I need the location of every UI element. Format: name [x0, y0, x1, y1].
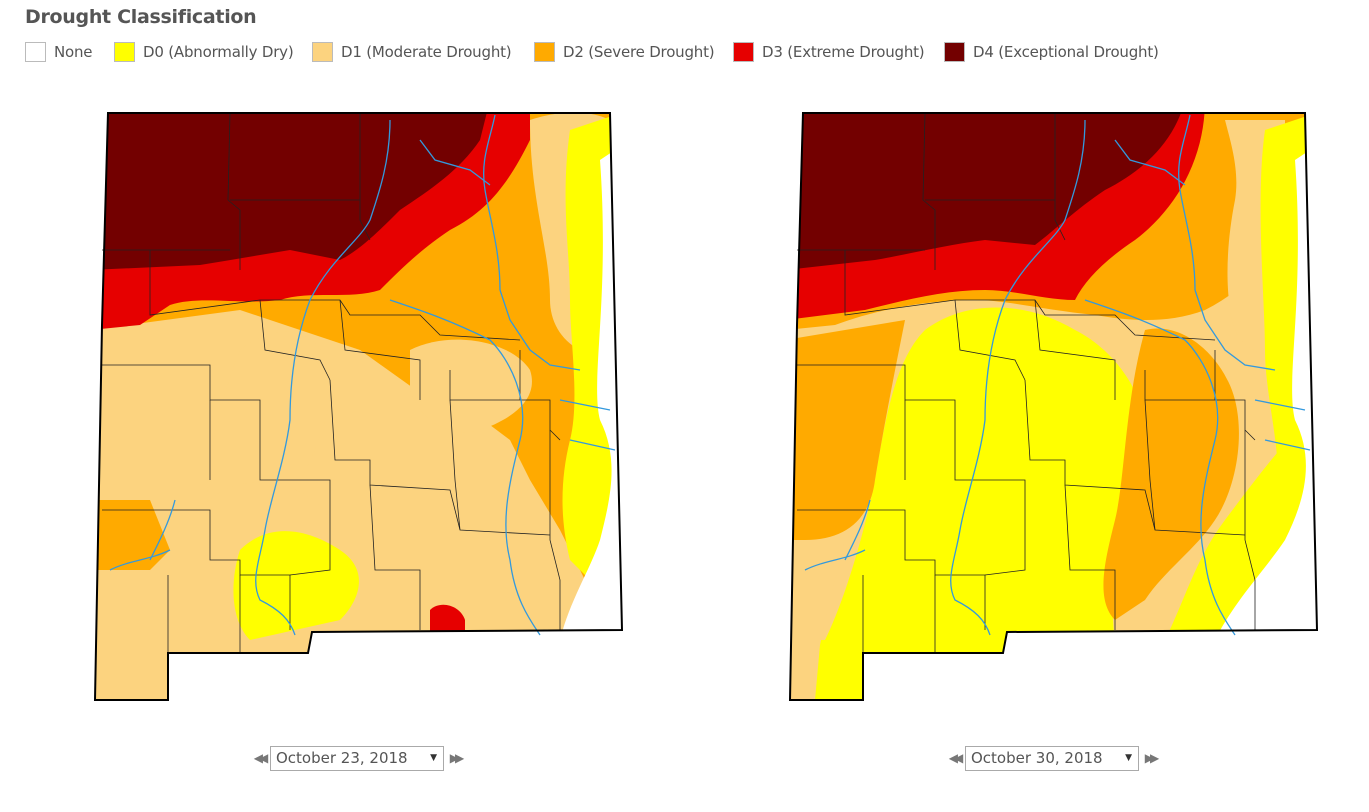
d2-zone-west — [790, 320, 905, 540]
legend-item-d3: D3 (Extreme Drought) — [733, 40, 925, 64]
legend-swatch-d0 — [114, 42, 135, 62]
legend-item-d2: D2 (Severe Drought) — [534, 40, 715, 64]
d2-zone-west — [95, 500, 170, 570]
none-zone-east — [1215, 140, 1317, 640]
d2-zone-east — [1103, 328, 1239, 620]
legend-label-d1: D1 (Moderate Drought) — [341, 43, 512, 61]
caret-down-icon: ▼ — [1125, 753, 1132, 763]
date-select-right-value: October 30, 2018 — [971, 749, 1103, 767]
legend-swatch-d2 — [534, 42, 555, 62]
legend-label-d0: D0 (Abnormally Dry) — [143, 43, 294, 61]
legend-swatch-d4 — [944, 42, 965, 62]
legend-label-d3: D3 (Extreme Drought) — [762, 43, 925, 61]
legend-swatch-d1 — [312, 42, 333, 62]
legend-swatch-none — [25, 42, 46, 62]
d0-zone-south — [233, 531, 359, 640]
legend-item-d4: D4 (Exceptional Drought) — [944, 40, 1159, 64]
legend-label-d4: D4 (Exceptional Drought) — [973, 43, 1159, 61]
caret-down-icon: ▼ — [430, 753, 437, 763]
date-select-right[interactable]: October 30, 2018 ▼ — [965, 745, 1139, 771]
legend-title: Drought Classification — [25, 6, 257, 28]
d1-zone-central — [207, 331, 332, 535]
date-select-left[interactable]: October 23, 2018 ▼ — [270, 745, 444, 771]
state-outline — [788, 112, 1319, 701]
drought-map-oct-30 — [785, 100, 1325, 710]
legend-item-d0: D0 (Abnormally Dry) — [114, 40, 294, 64]
d4-zone — [95, 113, 490, 270]
date-select-left-value: October 23, 2018 — [276, 749, 408, 767]
rivers — [109, 114, 616, 636]
d1-zone-east — [410, 339, 532, 433]
state-outline — [93, 112, 624, 701]
legend-item-d1: D1 (Moderate Drought) — [312, 40, 512, 64]
rivers — [804, 114, 1311, 636]
double-chevron-right-icon[interactable]: ▶▶ — [1144, 751, 1159, 765]
double-chevron-left-icon[interactable]: ◀◀ — [253, 751, 268, 765]
legend-label-d2: D2 (Severe Drought) — [563, 43, 715, 61]
date-control-left: ◀◀ October 23, 2018 ▼ ▶▶ — [250, 744, 464, 772]
nm-drought-map-left — [93, 112, 624, 701]
county-lines — [797, 112, 1256, 653]
none-zone-east — [560, 140, 622, 640]
d1-zone-sw — [790, 540, 845, 700]
date-control-right: ◀◀ October 30, 2018 ▼ ▶▶ — [945, 744, 1159, 772]
drought-map-oct-23 — [90, 100, 630, 710]
legend-swatch-d3 — [733, 42, 754, 62]
legend-item-none: None — [25, 40, 93, 64]
county-lines — [102, 112, 561, 653]
d4-zone — [790, 113, 1185, 270]
double-chevron-left-icon[interactable]: ◀◀ — [948, 751, 963, 765]
nm-drought-map-right — [788, 112, 1319, 701]
double-chevron-right-icon[interactable]: ▶▶ — [449, 751, 464, 765]
legend-label-none: None — [54, 43, 93, 61]
